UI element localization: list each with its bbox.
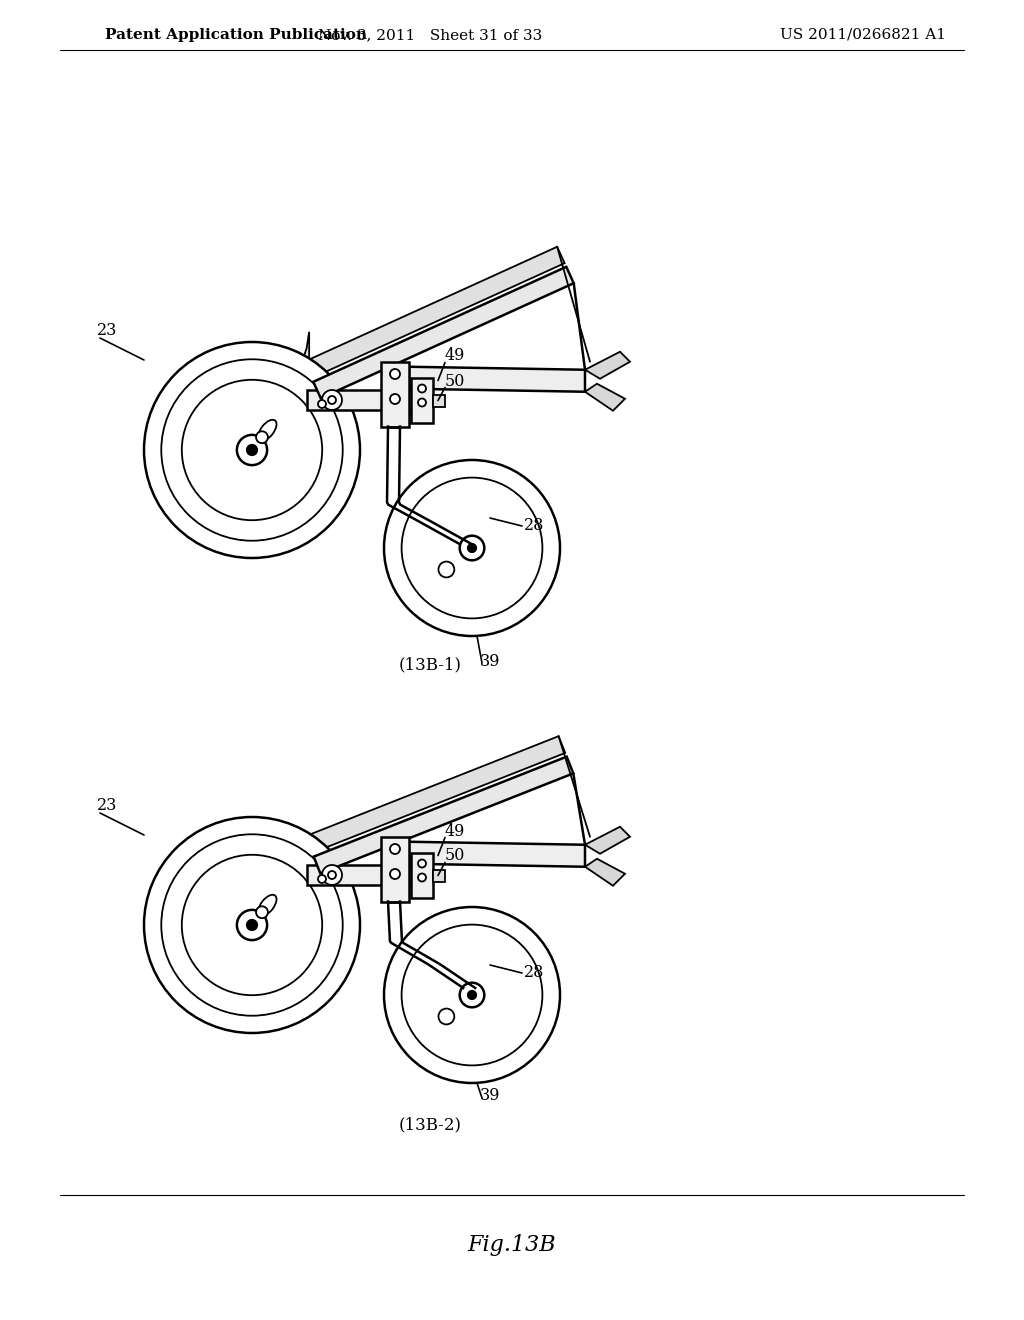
Text: 50: 50 (445, 372, 465, 389)
Circle shape (384, 459, 560, 636)
Circle shape (390, 370, 400, 379)
Polygon shape (585, 384, 625, 411)
Circle shape (237, 434, 267, 465)
Circle shape (322, 389, 342, 411)
Circle shape (460, 982, 484, 1007)
Text: 28: 28 (524, 964, 545, 981)
Circle shape (318, 400, 326, 408)
Text: 49: 49 (445, 347, 465, 364)
Polygon shape (381, 362, 409, 426)
Polygon shape (313, 267, 573, 399)
Polygon shape (411, 378, 433, 422)
Polygon shape (409, 367, 585, 392)
Polygon shape (409, 842, 585, 867)
Circle shape (256, 432, 268, 444)
Text: 23: 23 (97, 797, 118, 814)
Circle shape (460, 536, 484, 560)
Circle shape (468, 990, 476, 999)
Circle shape (468, 544, 476, 552)
Circle shape (390, 393, 400, 404)
Polygon shape (307, 865, 420, 884)
Circle shape (384, 907, 560, 1082)
Circle shape (418, 874, 426, 882)
Polygon shape (297, 331, 309, 378)
Text: 39: 39 (480, 653, 501, 671)
Ellipse shape (258, 895, 276, 916)
Circle shape (438, 1008, 455, 1024)
Circle shape (418, 399, 426, 407)
Circle shape (247, 920, 257, 931)
Circle shape (390, 869, 400, 879)
Circle shape (322, 865, 342, 884)
Polygon shape (585, 351, 630, 379)
Text: Fig.13B: Fig.13B (468, 1234, 556, 1257)
Polygon shape (307, 389, 420, 411)
Circle shape (247, 445, 257, 455)
Polygon shape (585, 859, 625, 886)
Polygon shape (433, 870, 445, 882)
Text: 23: 23 (97, 322, 118, 339)
Text: Nov. 3, 2011   Sheet 31 of 33: Nov. 3, 2011 Sheet 31 of 33 (317, 28, 542, 42)
Circle shape (328, 396, 336, 404)
Circle shape (418, 384, 426, 392)
Circle shape (418, 859, 426, 867)
Text: 28: 28 (524, 517, 545, 535)
Polygon shape (305, 737, 565, 853)
Polygon shape (313, 756, 573, 874)
Text: 39: 39 (480, 1086, 501, 1104)
Polygon shape (585, 826, 630, 854)
Circle shape (144, 342, 360, 558)
Polygon shape (411, 853, 433, 898)
Circle shape (328, 871, 336, 879)
Text: 49: 49 (445, 822, 465, 840)
Text: Patent Application Publication: Patent Application Publication (105, 28, 367, 42)
Circle shape (237, 909, 267, 940)
Circle shape (318, 875, 326, 883)
Text: 50: 50 (445, 847, 465, 865)
Polygon shape (304, 247, 564, 378)
Polygon shape (433, 395, 445, 407)
Text: US 2011/0266821 A1: US 2011/0266821 A1 (780, 28, 946, 42)
Circle shape (144, 817, 360, 1034)
Circle shape (256, 907, 268, 919)
Polygon shape (381, 837, 409, 902)
Text: (13B-2): (13B-2) (398, 1117, 462, 1134)
Ellipse shape (258, 420, 276, 441)
Circle shape (390, 843, 400, 854)
Text: (13B-1): (13B-1) (398, 656, 462, 673)
Circle shape (438, 561, 455, 577)
